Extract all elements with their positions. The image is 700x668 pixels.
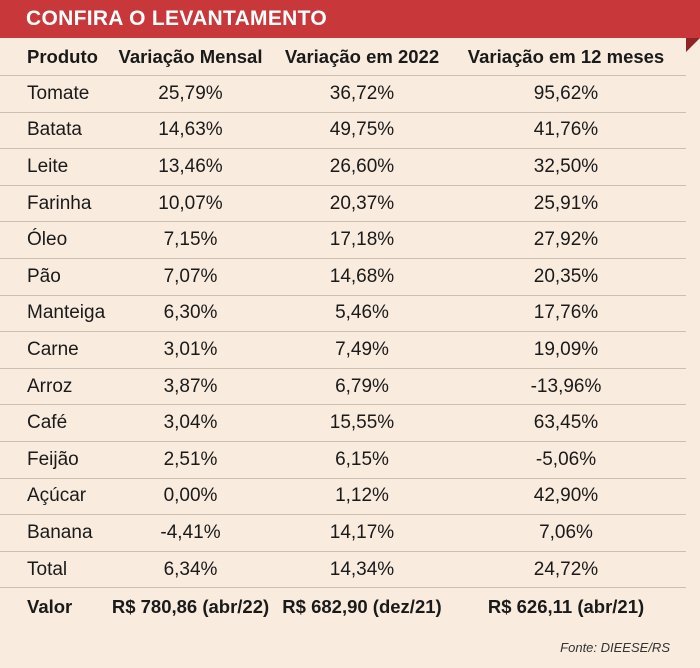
cell-ano-2022: 14,17% [329, 521, 395, 543]
cell-doze-meses: 42,90% [533, 485, 599, 507]
cell-doze-meses: 25,91% [533, 192, 599, 214]
table-row: Óleo 7,15% 17,18% 27,92% [0, 222, 686, 259]
cell-produto: Total [27, 558, 68, 580]
cell-doze-meses: 41,76% [533, 119, 599, 141]
cell-ano-2022: 14,34% [329, 558, 395, 580]
table-row: Açúcar 0,00% 1,12% 42,90% [0, 479, 686, 516]
table-body: Tomate 25,79% 36,72% 95,62% Batata 14,63% 49,7… [0, 76, 686, 589]
price-table: Produto Variação Mensal Variação em 2022… [0, 38, 686, 626]
banner-fold-decoration [686, 38, 700, 52]
header-variacao-2022: Variação em 2022 [284, 45, 440, 67]
cell-doze-meses: 63,45% [533, 412, 599, 434]
cell-doze-meses: -5,06% [535, 448, 597, 470]
table-row: Total 6,34% 14,34% 24,72% [0, 552, 686, 589]
title-banner: CONFIRA O LEVANTAMENTO [0, 0, 700, 38]
cell-doze-meses: 24,72% [533, 558, 599, 580]
cell-ano-2022: 20,37% [329, 192, 395, 214]
cell-produto: Manteiga [27, 302, 106, 324]
cell-ano-2022: 15,55% [329, 412, 395, 434]
cell-produto: Batata [27, 119, 82, 141]
cell-mensal: 14,63% [158, 119, 223, 141]
cell-doze-meses: 20,35% [533, 265, 599, 287]
cell-produto: Pão [27, 265, 61, 287]
header-produto: Produto [27, 45, 98, 67]
cell-mensal: 13,46% [158, 155, 223, 177]
cell-mensal: 3,01% [163, 338, 218, 360]
cell-mensal: 3,04% [163, 412, 218, 434]
cell-doze-meses: 32,50% [533, 155, 599, 177]
cell-produto: Açúcar [27, 485, 87, 507]
cell-ano-2022: 1,12% [335, 485, 389, 507]
banner-title: CONFIRA O LEVANTAMENTO [26, 7, 327, 30]
table-row: Leite 13,46% 26,60% 32,50% [0, 149, 686, 186]
cell-ano-2022: 5,46% [335, 302, 389, 324]
table-row: Feijão 2,51% 6,15% -5,06% [0, 442, 686, 479]
valor-12-meses: R$ 626,11 (abr/21) [487, 596, 645, 618]
table-row: Carne 3,01% 7,49% 19,09% [0, 332, 686, 369]
table-row: Manteiga 6,30% 5,46% 17,76% [0, 296, 686, 333]
cell-doze-meses: 19,09% [533, 338, 599, 360]
cell-mensal: 7,15% [163, 229, 218, 251]
valor-mensal: R$ 780,86 (abr/22) [111, 596, 270, 618]
cell-ano-2022: 17,18% [329, 229, 395, 251]
table-row: Tomate 25,79% 36,72% 95,62% [0, 76, 686, 113]
cell-mensal: 2,51% [163, 448, 218, 470]
table-valor-row: Valor R$ 780,86 (abr/22) R$ 682,90 (dez/… [0, 588, 686, 626]
cell-produto: Feijão [27, 448, 79, 470]
cell-ano-2022: 49,75% [329, 119, 395, 141]
cell-produto: Banana [27, 521, 93, 543]
table-row: Banana -4,41% 14,17% 7,06% [0, 515, 686, 552]
cell-mensal: 10,07% [158, 192, 223, 214]
table-row: Pão 7,07% 14,68% 20,35% [0, 259, 686, 296]
table-header-row: Produto Variação Mensal Variação em 2022… [0, 38, 686, 76]
cell-mensal: 7,07% [163, 265, 218, 287]
cell-mensal: 6,34% [163, 558, 218, 580]
cell-doze-meses: 7,06% [539, 521, 593, 543]
cell-doze-meses: -13,96% [530, 375, 602, 397]
table-row: Farinha 10,07% 20,37% 25,91% [0, 186, 686, 223]
cell-ano-2022: 6,79% [335, 375, 389, 397]
cell-produto: Carne [27, 338, 79, 360]
cell-produto: Arroz [27, 375, 73, 397]
source-note: Fonte: DIEESE/RS [560, 640, 670, 655]
cell-doze-meses: 95,62% [533, 82, 599, 104]
cell-produto: Leite [27, 155, 69, 177]
header-variacao-12-meses: Variação em 12 meses [467, 45, 665, 67]
table-row: Café 3,04% 15,55% 63,45% [0, 405, 686, 442]
cell-mensal: 6,30% [163, 302, 218, 324]
cell-doze-meses: 17,76% [533, 302, 599, 324]
cell-produto: Tomate [27, 82, 90, 104]
cell-produto: Farinha [27, 192, 92, 214]
table-row: Batata 14,63% 49,75% 41,76% [0, 113, 686, 150]
cell-ano-2022: 36,72% [329, 82, 395, 104]
cell-ano-2022: 7,49% [335, 338, 389, 360]
cell-mensal: 0,00% [163, 485, 218, 507]
cell-mensal: 3,87% [163, 375, 218, 397]
cell-produto: Óleo [27, 229, 68, 251]
cell-produto: Café [27, 412, 68, 434]
cell-ano-2022: 14,68% [329, 265, 395, 287]
valor-2022: R$ 682,90 (dez/21) [282, 596, 442, 618]
header-variacao-mensal: Variação Mensal [118, 45, 263, 67]
valor-label: Valor [27, 596, 73, 618]
table-row: Arroz 3,87% 6,79% -13,96% [0, 369, 686, 406]
cell-mensal: 25,79% [158, 82, 223, 104]
cell-ano-2022: 26,60% [329, 155, 395, 177]
cell-ano-2022: 6,15% [335, 448, 389, 470]
cell-mensal: -4,41% [160, 521, 221, 543]
cell-doze-meses: 27,92% [533, 229, 599, 251]
